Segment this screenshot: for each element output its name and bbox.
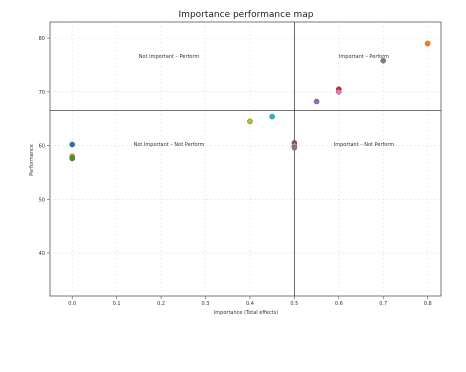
scatter-point bbox=[247, 118, 253, 125]
x-axis-label: Importance (Total effects) bbox=[214, 310, 278, 316]
y-tick-label: 40 bbox=[39, 251, 45, 257]
x-tick-label: 0.0 bbox=[68, 301, 76, 307]
x-tick-label: 0.5 bbox=[290, 301, 298, 307]
scatter-point bbox=[313, 98, 320, 105]
x-tick-label: 0.3 bbox=[202, 301, 210, 307]
x-tick-label: 0.6 bbox=[335, 301, 343, 307]
x-tick-label: 0.8 bbox=[424, 301, 432, 307]
chart-title: Importance performance map bbox=[179, 10, 314, 20]
y-tick-label: 80 bbox=[39, 36, 45, 42]
scatter-point bbox=[69, 141, 75, 148]
y-tick-label: 60 bbox=[39, 144, 45, 150]
quadrant-label-top-right: Important – Perform bbox=[339, 54, 389, 60]
x-tick-label: 0.7 bbox=[379, 301, 387, 307]
y-axis-label: Performance bbox=[29, 144, 35, 176]
x-tick-label: 0.4 bbox=[246, 301, 254, 307]
scatter-point bbox=[69, 155, 75, 162]
quadrant-label-bottom-left: Not Important – Not Perform bbox=[134, 142, 205, 148]
scatter-point bbox=[336, 89, 342, 95]
scatter-point bbox=[269, 113, 275, 120]
scatter-point bbox=[380, 57, 386, 64]
x-tick-label: 0.2 bbox=[157, 301, 165, 307]
axis-ticks: 0.0 0.1 0.2 0.3 0.4 0.5 0.6 0.7 0.8 40 50 60 70 80 bbox=[39, 36, 432, 307]
scatter-point bbox=[424, 40, 431, 47]
scatter-point bbox=[291, 144, 298, 151]
data-points bbox=[69, 40, 431, 162]
y-tick-label: 70 bbox=[39, 90, 45, 96]
quadrant-label-bottom-right: Important – Not Perform bbox=[334, 142, 395, 148]
y-tick-label: 50 bbox=[39, 197, 45, 203]
quadrant-lines bbox=[50, 22, 441, 296]
x-tick-label: 0.1 bbox=[113, 301, 121, 307]
plot-area bbox=[49, 21, 442, 297]
quadrant-label-top-left: Not Important – Perform bbox=[139, 54, 200, 60]
